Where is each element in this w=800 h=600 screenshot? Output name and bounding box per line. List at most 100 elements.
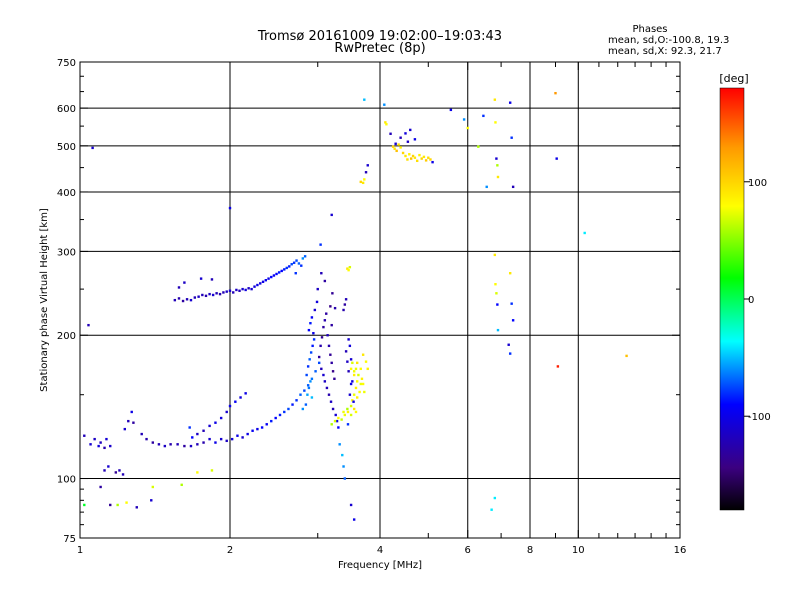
data-point	[338, 443, 341, 446]
data-point	[323, 380, 327, 383]
data-point	[348, 265, 352, 269]
data-point	[329, 305, 332, 308]
data-point	[346, 423, 350, 426]
data-point	[319, 344, 322, 348]
data-point	[352, 400, 355, 403]
data-point	[355, 396, 359, 399]
data-point	[422, 155, 426, 159]
x-axis-label: Frequency [MHz]	[338, 560, 422, 571]
data-point	[313, 308, 317, 312]
x-tick-label: 2	[227, 545, 233, 556]
y-tick-label: 500	[57, 142, 76, 153]
data-point	[406, 140, 410, 143]
stats-heading: Phases	[632, 24, 667, 35]
data-point	[346, 407, 349, 411]
data-point	[383, 103, 386, 106]
x-tick-label: 8	[527, 545, 533, 556]
data-point	[303, 389, 306, 392]
data-point	[250, 287, 253, 291]
data-point	[494, 283, 497, 286]
data-point	[494, 121, 497, 124]
data-points	[83, 91, 628, 521]
data-point	[201, 293, 204, 297]
data-point	[109, 444, 112, 448]
data-point	[264, 279, 268, 282]
data-point	[294, 272, 297, 275]
data-point	[236, 434, 239, 437]
data-point	[361, 382, 365, 386]
data-point	[331, 292, 334, 295]
data-point	[322, 325, 325, 329]
data-point	[323, 319, 327, 322]
data-point	[307, 328, 311, 332]
data-point	[331, 407, 335, 411]
data-point	[241, 436, 244, 439]
data-point	[511, 185, 515, 189]
data-point	[130, 410, 133, 414]
data-point	[355, 380, 359, 383]
data-point	[259, 282, 262, 285]
data-point	[493, 98, 497, 101]
data-point	[210, 469, 214, 472]
data-point	[556, 365, 560, 368]
data-point	[347, 338, 350, 341]
data-point	[181, 299, 185, 303]
data-point	[466, 126, 469, 130]
data-point	[107, 465, 110, 468]
data-point	[343, 477, 347, 480]
data-point	[347, 370, 350, 373]
data-point	[218, 292, 222, 296]
data-point	[189, 298, 193, 302]
data-point	[343, 413, 347, 417]
colorbar	[719, 87, 745, 511]
data-point	[351, 399, 354, 402]
data-point	[333, 419, 337, 423]
data-point	[97, 444, 100, 448]
x-tick-label: 16	[674, 545, 687, 556]
data-point	[177, 286, 181, 289]
data-point	[394, 142, 397, 145]
data-point	[135, 506, 138, 509]
colorbar-tick-label: 100	[748, 178, 767, 189]
data-point	[462, 118, 466, 121]
data-point	[431, 160, 434, 164]
data-point	[366, 164, 369, 167]
data-point	[180, 483, 183, 487]
data-point	[320, 367, 323, 371]
data-point	[228, 289, 232, 292]
data-point	[358, 390, 361, 394]
data-point	[352, 407, 356, 411]
data-point	[295, 259, 298, 262]
data-point	[210, 278, 214, 281]
data-point	[427, 156, 430, 159]
data-point	[361, 181, 365, 185]
data-point	[330, 323, 333, 327]
data-point	[305, 373, 308, 377]
data-point	[244, 288, 247, 292]
data-point	[354, 386, 358, 390]
data-point	[342, 465, 345, 468]
data-point	[89, 443, 92, 446]
data-point	[211, 293, 215, 297]
data-point	[625, 354, 628, 358]
data-point	[208, 437, 211, 441]
data-point	[234, 400, 237, 403]
data-point	[151, 485, 155, 489]
data-point	[349, 382, 353, 386]
data-point	[496, 164, 499, 167]
data-point	[253, 285, 256, 288]
data-point	[291, 403, 294, 406]
data-point	[246, 432, 249, 436]
data-point	[121, 473, 125, 476]
data-point	[333, 306, 337, 310]
data-point	[208, 292, 211, 296]
data-point	[239, 396, 242, 399]
colorbar-tick-label: -100	[748, 412, 771, 423]
data-point	[193, 296, 197, 299]
data-point	[330, 213, 333, 217]
axis-ticks: 1 2 4 6 8 10 16 75 100 200 300 400 500 600 750	[57, 58, 686, 556]
data-point	[228, 206, 232, 210]
data-point	[352, 393, 356, 396]
data-point	[202, 429, 205, 432]
y-tick-label: 100	[57, 475, 76, 486]
